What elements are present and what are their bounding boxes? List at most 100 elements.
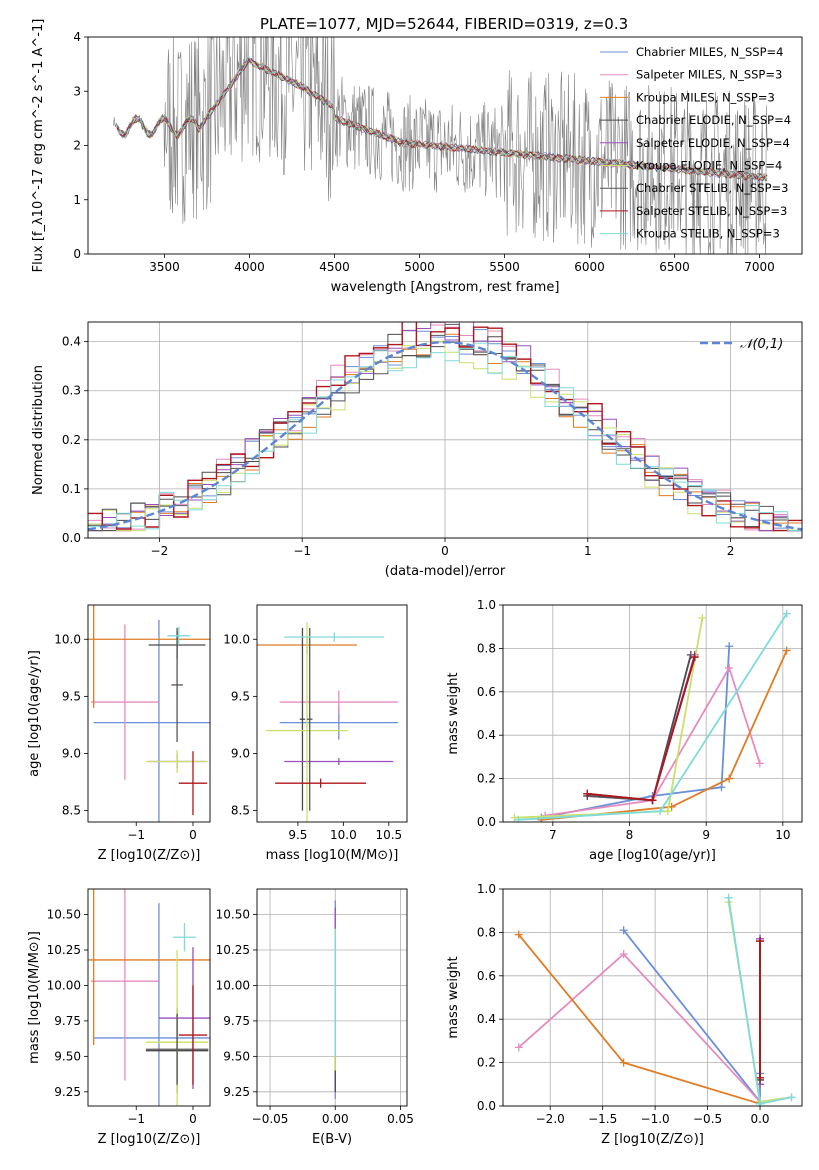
- weight-marker: [514, 1043, 523, 1052]
- residual-histogram: [88, 342, 802, 532]
- weight-marker: [514, 930, 523, 939]
- legend-label: Kroupa STELIB, N_SSP=3: [636, 227, 780, 241]
- y-tick-label: 10.00: [216, 978, 250, 992]
- x-tick-label: 0: [189, 1112, 197, 1126]
- y-tick-label: 0.2: [477, 1056, 496, 1070]
- x-tick-label: 8: [626, 828, 634, 842]
- weight-marker: [514, 815, 523, 822]
- weight-marker: [619, 950, 628, 959]
- z-weight-chart: −2.0 −1.5 −1.0 −0.5 0.0 0.0 0.2 0.4 0.6 0.8 1.0 Z […: [446, 882, 803, 1147]
- x-tick-label: 9: [702, 828, 710, 842]
- axes-frame: [87, 888, 211, 1107]
- y-axis-label: mass [log10(M/M⊙)]: [27, 931, 42, 1064]
- weight-marker: [656, 807, 665, 816]
- normal-reference-curve: [88, 340, 802, 531]
- model-spectrum-line: [116, 58, 768, 182]
- y-tick-label: 9.0: [62, 746, 81, 760]
- x-tick-label: 6000: [574, 260, 605, 274]
- y-tick-label: 10.0: [223, 632, 250, 646]
- legend-label: Chabrier STELIB, N_SSP=3: [636, 181, 788, 195]
- age-weight-plot-area: [510, 609, 791, 822]
- axes-frame: [502, 604, 803, 823]
- x-tick-label: 7000: [744, 260, 775, 274]
- y-tick-label: 9.50: [54, 1049, 81, 1063]
- y-tick-label: 10.0: [54, 632, 81, 646]
- legend-label: Kroupa MILES, N_SSP=3: [636, 90, 775, 104]
- y-tick-label: 0.8: [477, 925, 496, 939]
- weight-marker: [787, 1093, 796, 1102]
- x-tick-label: 1: [584, 544, 592, 558]
- y-tick-label: 0.6: [477, 969, 496, 983]
- y-tick-label: 0.4: [62, 335, 81, 349]
- y-tick-label: 9.5: [62, 689, 81, 703]
- y-tick-label: 0.4: [477, 728, 496, 742]
- x-tick-label: 3500: [149, 260, 180, 274]
- y-axis-label: age [log10(age/yr)]: [27, 650, 42, 777]
- figure-title: PLATE=1077, MJD=52644, FIBERID=0319, z=0…: [260, 15, 628, 33]
- y-tick-label: 0.2: [477, 772, 496, 786]
- legend-label: Chabrier ELODIE, N_SSP=4: [636, 113, 791, 127]
- y-axis-label: mass weight: [446, 956, 461, 1038]
- x-tick-label: −1: [127, 828, 145, 842]
- y-tick-label: 10.25: [216, 943, 250, 957]
- y-tick-label: 0.6: [477, 685, 496, 699]
- y-tick-label: 0.0: [477, 815, 496, 829]
- x-axis-label: Z [log10(Z/Z⊙)]: [98, 848, 201, 863]
- axes-frame: [256, 888, 408, 1107]
- weight-line: [541, 646, 731, 819]
- residuals-plot-area: [88, 322, 802, 532]
- y-tick-label: 0.4: [477, 1012, 496, 1026]
- y-tick-label: 1: [73, 193, 81, 207]
- residuals-chart: −2 −1 0 1 2 0.0 0.1 0.2 0.3 0.4 (data-model)/error…: [31, 321, 803, 579]
- weight-marker: [648, 796, 657, 805]
- ebv-mass-chart: −0.05 0.00 0.05 9.25 9.50 9.75 10.00 10.25 10.50…: [216, 888, 414, 1147]
- y-axis-label: mass weight: [446, 672, 461, 754]
- residual-histogram: [88, 333, 802, 532]
- y-tick-label: 10.00: [47, 978, 81, 992]
- weight-marker: [690, 653, 699, 662]
- z-age-plot-area: [88, 605, 210, 822]
- x-tick-label: −2: [151, 544, 169, 558]
- x-tick-label: −2.0: [536, 1112, 565, 1126]
- spectrum-chart: 3500 4000 4500 5000 5500 6000 6500 7000 0 1 2 3 4 wav…: [31, 19, 803, 295]
- y-tick-label: 9.25: [54, 1085, 81, 1099]
- weight-marker: [725, 774, 734, 783]
- x-tick-label: 5000: [404, 260, 435, 274]
- y-tick-label: 2: [73, 139, 81, 153]
- z-weight-plot-area: [514, 893, 796, 1106]
- x-axis-label: Z [log10(Z/Z⊙)]: [98, 1132, 201, 1147]
- legend-label: 𝒩(0,1): [740, 337, 783, 352]
- y-tick-label: 9.0: [231, 746, 250, 760]
- x-axis-label: wavelength [Angstrom, rest frame]: [331, 280, 560, 295]
- weight-marker: [725, 663, 734, 672]
- weight-line: [518, 952, 761, 1103]
- x-tick-label: 4500: [319, 260, 350, 274]
- y-tick-label: 1.0: [477, 882, 496, 896]
- legend-label: Salpeter MILES, N_SSP=3: [636, 68, 782, 82]
- y-tick-label: 4: [73, 30, 81, 44]
- weight-marker: [756, 1099, 765, 1106]
- y-tick-label: 9.5: [231, 689, 250, 703]
- y-tick-label: 0.1: [62, 482, 81, 496]
- weight-marker: [782, 609, 791, 618]
- weight-marker: [756, 937, 765, 946]
- y-tick-label: 0.0: [62, 531, 81, 545]
- x-tick-label: 10.5: [375, 828, 402, 842]
- y-tick-label: 9.25: [223, 1085, 250, 1099]
- y-tick-label: 8.5: [62, 804, 81, 818]
- x-tick-label: 2: [727, 544, 735, 558]
- axes-frame: [87, 36, 803, 255]
- y-tick-label: 10.25: [47, 943, 81, 957]
- legend-label: Chabrier MILES, N_SSP=4: [636, 45, 783, 59]
- weight-marker: [725, 642, 734, 651]
- x-tick-label: −0.05: [252, 1112, 289, 1126]
- x-tick-label: 9.5: [288, 828, 307, 842]
- x-tick-label: 4000: [234, 260, 265, 274]
- legend-label: Salpeter ELODIE, N_SSP=4: [636, 136, 790, 150]
- x-tick-label: 0: [441, 544, 449, 558]
- weight-marker: [724, 893, 733, 902]
- weight-marker: [782, 646, 791, 655]
- x-tick-label: 10.0: [330, 828, 357, 842]
- x-tick-label: 0.00: [322, 1112, 349, 1126]
